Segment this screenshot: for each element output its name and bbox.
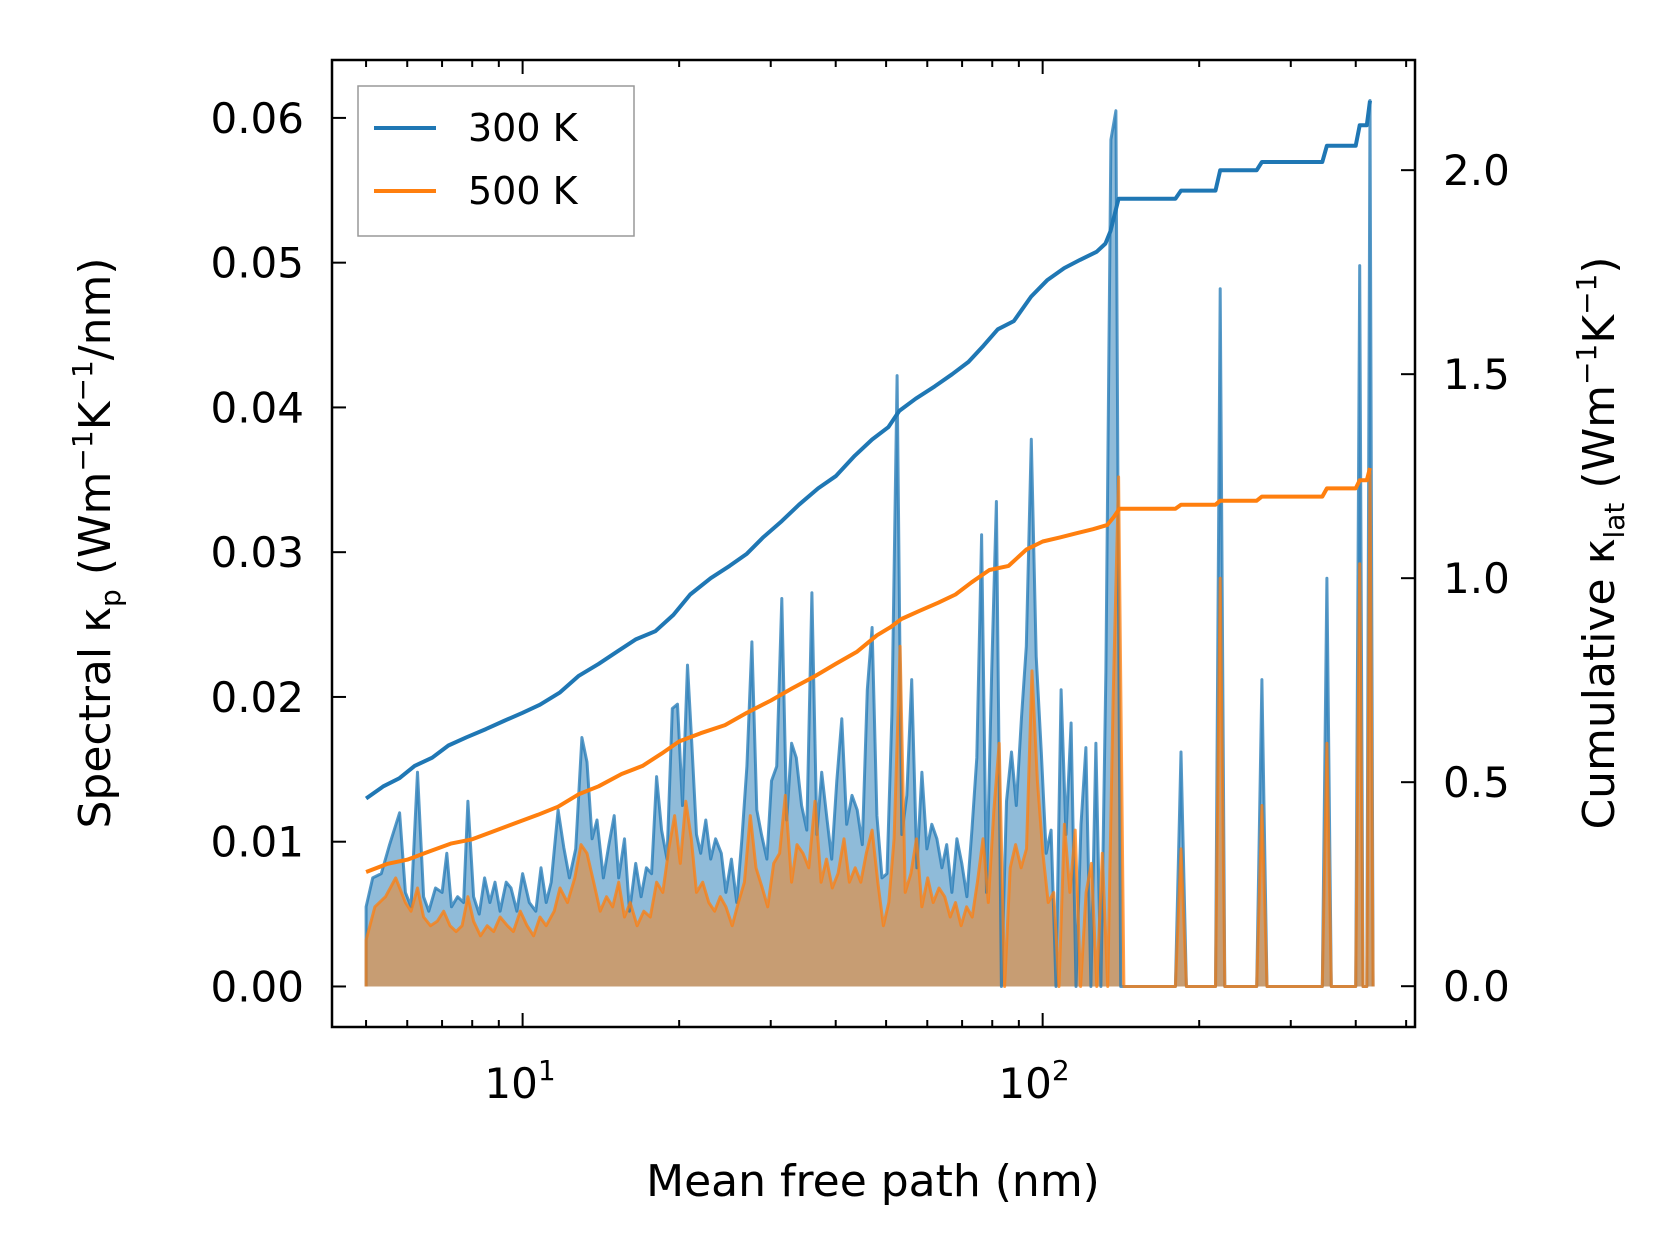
- x-axis: 101 102: [365, 60, 1408, 1108]
- left-tick-label-0.00: 0.00: [210, 962, 304, 1011]
- left-tick-label-0.01: 0.01: [210, 818, 304, 867]
- legend: 300 K 500 K: [357, 85, 635, 237]
- right-tick-label-2.0: 2.0: [1443, 146, 1510, 195]
- plot-frame: [330, 58, 1417, 1029]
- right-y-axis: 0.0 0.5 1.0 1.5 2.0: [1401, 146, 1510, 1011]
- right-tick-label-1.5: 1.5: [1443, 350, 1510, 399]
- left-tick-label-0.03: 0.03: [210, 528, 304, 577]
- legend-label-500k: 500 K: [468, 169, 579, 213]
- left-y-axis: 0.00 0.01 0.02 0.03 0.04 0.05 0.06: [210, 94, 346, 1011]
- left-tick-label-0.02: 0.02: [210, 673, 304, 722]
- left-tick-label-0.06: 0.06: [210, 94, 304, 143]
- cumulative-line-300k: [364, 100, 1372, 801]
- x-tick-label-100: 102: [998, 1054, 1069, 1108]
- x-axis-title: Mean free path (nm): [646, 1156, 1100, 1207]
- legend-box: [357, 85, 635, 237]
- spectral-line-300k: [364, 99, 1375, 988]
- right-axis-title: Cumulative κlat (Wm−1K−1): [1570, 256, 1631, 829]
- x-tick-label-10: 101: [484, 1054, 555, 1108]
- right-tick-label-0.5: 0.5: [1443, 758, 1510, 807]
- spectral-lines: [364, 99, 1375, 988]
- cumulative-lines: [364, 100, 1372, 874]
- legend-label-300k: 300 K: [468, 106, 579, 150]
- right-tick-label-1.0: 1.0: [1443, 554, 1510, 603]
- left-axis-title: Spectral κp (Wm−1K−1/nm): [66, 257, 127, 828]
- cumulative-line-500k: [365, 467, 1372, 874]
- right-tick-label-0.0: 0.0: [1443, 962, 1510, 1011]
- left-tick-label-0.04: 0.04: [210, 383, 304, 432]
- spectral-line-500k: [364, 471, 1375, 988]
- left-tick-label-0.05: 0.05: [210, 239, 304, 288]
